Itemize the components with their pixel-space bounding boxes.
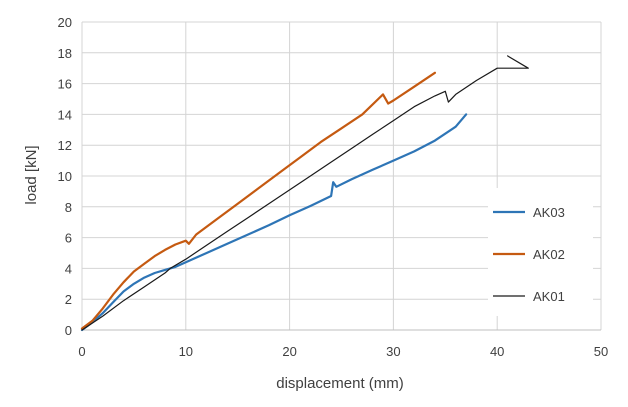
y-tick-label: 0 [65, 323, 72, 338]
series-line-ak01 [81, 55, 529, 331]
legend-label-ak01: AK01 [533, 289, 565, 304]
grid [81, 21, 602, 331]
y-tick-label: 4 [65, 261, 72, 276]
y-tick-label: 2 [65, 292, 72, 307]
y-tick-label: 8 [65, 200, 72, 215]
legend: AK03 AK02 AK01 [488, 188, 593, 316]
series-line-ak02 [80, 71, 436, 330]
x-tick-label: 30 [386, 344, 400, 359]
y-tick-label: 10 [58, 169, 72, 184]
series-lines [80, 55, 529, 332]
series-line-ak03 [80, 113, 468, 332]
legend-label-ak02: AK02 [533, 247, 565, 262]
x-axis-label: displacement (mm) [276, 375, 404, 392]
x-tick-label: 10 [179, 344, 193, 359]
legend-background [488, 188, 593, 316]
y-tick-label: 16 [58, 77, 72, 92]
x-tick-label: 40 [490, 344, 504, 359]
y-tick-label: 18 [58, 46, 72, 61]
x-tick-label: 20 [282, 344, 296, 359]
x-tick-label: 0 [78, 344, 85, 359]
y-tick-labels: 0 2 4 6 8 10 12 14 16 18 20 [58, 15, 72, 338]
x-tick-labels: 0 10 20 30 40 50 [78, 344, 608, 359]
y-axis-label: load [kN] [23, 145, 40, 204]
y-tick-label: 14 [58, 107, 72, 122]
y-tick-label: 6 [65, 231, 72, 246]
legend-label-ak03: AK03 [533, 205, 565, 220]
y-tick-label: 20 [58, 15, 72, 30]
x-tick-label: 50 [594, 344, 608, 359]
y-tick-label: 12 [58, 138, 72, 153]
